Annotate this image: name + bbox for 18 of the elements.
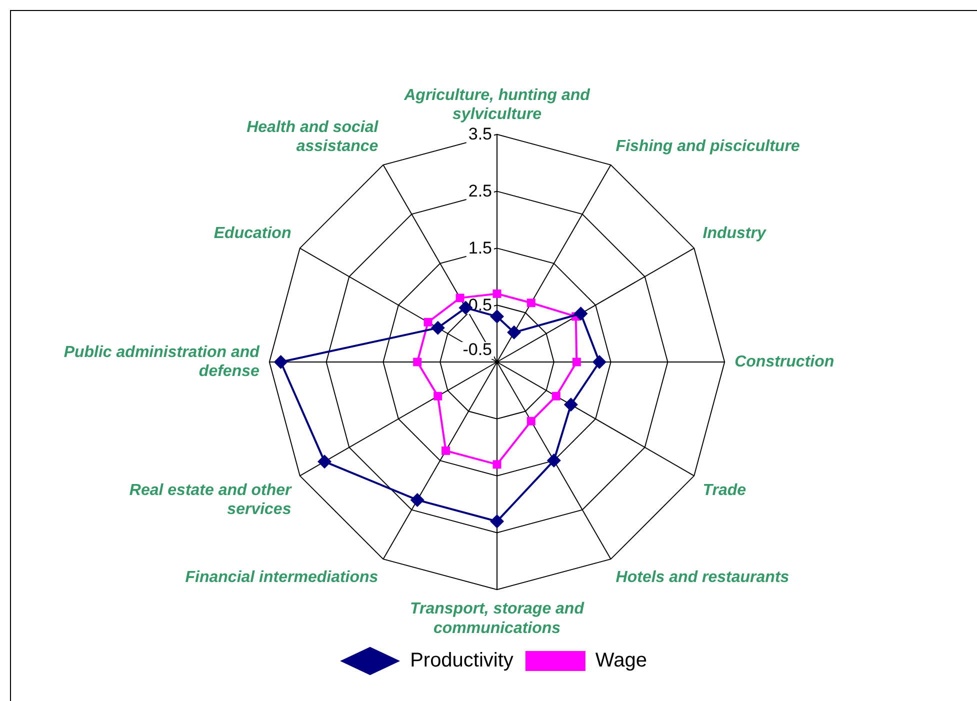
y-tick-label: -0.5: [462, 340, 492, 360]
spoke-label: Transport, storage and communications: [410, 600, 586, 637]
spoke-label: Hotels and restaurants: [616, 568, 790, 586]
spoke-label: Education: [214, 225, 292, 242]
legend-label: Wage: [595, 650, 647, 672]
y-tick-label: 1.5: [468, 238, 492, 258]
spoke-label: Industry: [702, 225, 767, 242]
spoke-label: Public administration and defense: [64, 344, 261, 380]
spoke-label: Fishing and pisciculture: [616, 138, 800, 156]
y-tick-label: 2.5: [468, 181, 492, 200]
spoke-label: Health and social assistance: [246, 118, 379, 156]
spoke-label: Financial intermediations: [185, 568, 378, 586]
y-tick-label: 3.5: [468, 124, 492, 144]
legend-label: Productivity: [410, 650, 514, 672]
spoke-label: Agriculture, hunting and sylviculture: [403, 87, 592, 124]
spoke-label: Real estate and other services: [129, 482, 292, 518]
spoke-label: Trade: [702, 482, 746, 499]
spoke-label: Construction: [734, 353, 834, 370]
